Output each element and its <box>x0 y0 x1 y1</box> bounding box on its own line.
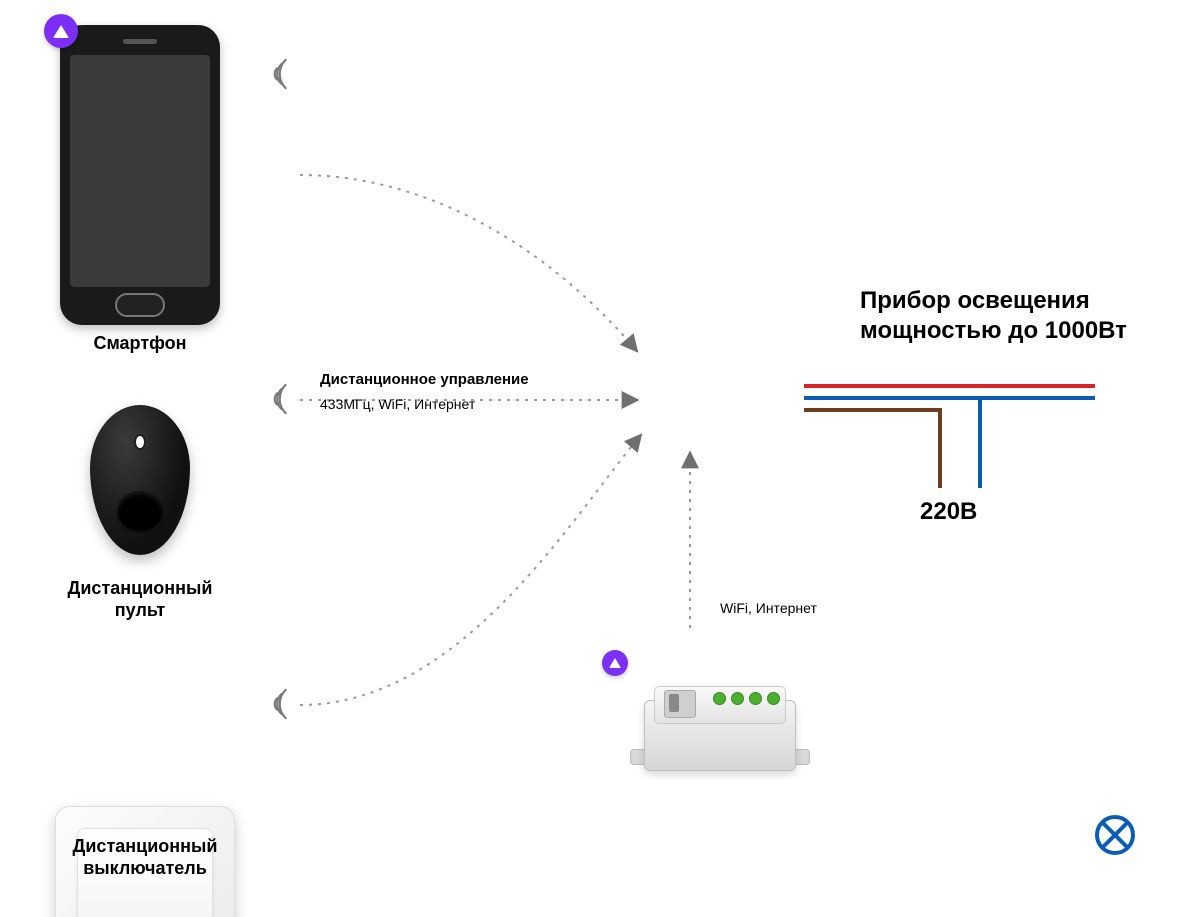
lamp-symbol-icon <box>1095 815 1135 855</box>
alice-badge-icon <box>602 650 628 676</box>
edge-phone-relay <box>300 175 636 350</box>
wireless-icon <box>268 380 306 418</box>
smartphone-label: Смартфон <box>60 333 220 355</box>
lighting-device-title: Прибор освещения мощностью до 1000Вт <box>860 286 1190 346</box>
remote-control-title: Дистанционное управление <box>320 370 529 390</box>
diagram-stage: Смартфон Дистанционный пульт Дистанционн… <box>0 0 1200 917</box>
wireless-icon <box>268 55 306 93</box>
node-remote-fob <box>90 395 190 555</box>
remote-fob-label: Дистанционный пульт <box>40 578 240 621</box>
voltage-label: 220В <box>920 498 977 526</box>
node-smartphone <box>60 25 220 325</box>
station-caption: WiFi, Интернет <box>720 600 817 616</box>
wireless-icon <box>268 685 306 723</box>
node-relay-module <box>640 680 800 775</box>
remote-fob-icon <box>90 405 190 555</box>
wall-switch-label: Дистанционный выключатель <box>40 836 250 879</box>
wire-brown <box>804 410 940 488</box>
alice-badge-icon <box>44 14 78 48</box>
smartphone-icon <box>60 25 220 325</box>
edge-switch-relay <box>300 436 640 705</box>
center-text-block: Дистанционное управление 433МГц, WiFi, И… <box>320 370 529 412</box>
remote-control-sub: 433МГц, WiFi, Интернет <box>320 396 529 412</box>
